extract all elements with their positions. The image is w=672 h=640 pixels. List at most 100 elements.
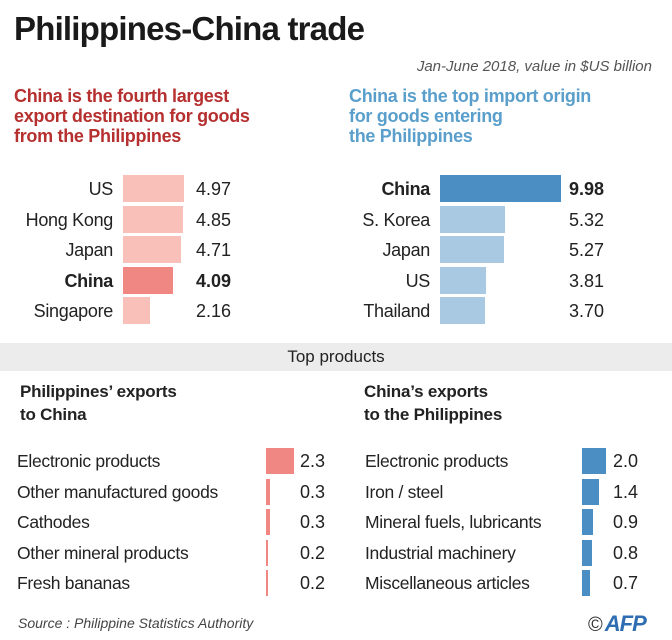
bar — [266, 448, 295, 474]
bar-row: Electronic products 2.3 — [0, 447, 672, 475]
bar-row: Thailand 3.70 — [0, 297, 672, 325]
bar-row: Japan 5.27 — [0, 236, 672, 264]
bar — [123, 205, 183, 233]
bar-row: Japan 4.71 — [0, 236, 672, 264]
bar — [123, 266, 174, 294]
category-label: Cathodes — [17, 512, 90, 532]
bar — [266, 539, 269, 566]
subheading-line: to China — [20, 405, 87, 424]
bar-row: S. Korea 5.32 — [0, 205, 672, 234]
category-label: Hong Kong — [25, 209, 114, 230]
category-label: Japan — [65, 240, 113, 260]
afp-logo-text: AFP — [604, 611, 647, 636]
bar — [582, 478, 599, 505]
imports-heading: China is the top import origin for goods… — [349, 86, 669, 146]
bar — [582, 570, 591, 596]
category-label: Miscellaneous articles — [365, 573, 530, 593]
subheading-line: China’s exports — [364, 382, 488, 401]
value-label: 1.4 — [613, 481, 639, 502]
value-label: 0.2 — [300, 573, 326, 593]
subheading-line: to the Philippines — [364, 405, 503, 424]
subheading-line: Philippines’ exports — [20, 382, 177, 401]
bar-row: Other manufactured goods 0.3 — [0, 478, 672, 506]
value-label: 5.27 — [569, 240, 605, 260]
value-label: 0.8 — [613, 542, 639, 563]
bar — [440, 205, 505, 233]
imports-heading-line: the Philippines — [349, 126, 473, 146]
value-label: 5.32 — [569, 209, 605, 230]
category-label: Other manufactured goods — [17, 481, 218, 502]
value-label: 0.3 — [300, 512, 326, 532]
bar-row: Other mineral products 0.2 — [0, 539, 672, 567]
category-label: Iron / steel — [365, 481, 444, 502]
value-label: 0.3 — [300, 481, 326, 502]
bar-row: China 9.98 — [0, 175, 672, 203]
value-label: 4.97 — [196, 179, 232, 199]
exports-heading-line: China is the fourth largest — [14, 86, 229, 106]
afp-logo: © AFP — [588, 611, 647, 637]
category-label: S. Korea — [362, 209, 430, 230]
exports-heading-line: from the Philippines — [14, 126, 182, 146]
bar — [582, 448, 606, 474]
category-label: Singapore — [33, 301, 114, 321]
bar — [266, 570, 269, 596]
chart-title: Philippines-China trade — [14, 10, 365, 47]
bar — [266, 478, 270, 505]
bar-row: Electronic products 2.0 — [0, 447, 672, 475]
value-label: 2.16 — [196, 301, 232, 321]
bar — [266, 509, 270, 535]
bar-row: US 3.81 — [0, 266, 672, 295]
value-label: 4.71 — [196, 240, 232, 260]
chart-subtitle: Jan-June 2018, value in $US billion — [416, 58, 652, 75]
bar-row: Fresh bananas 0.2 — [0, 569, 672, 597]
source-note: Source : Philippine Statistics Authority — [18, 615, 254, 631]
imports-heading-line: China is the top import origin — [349, 86, 591, 106]
imports-heading-line: for goods entering — [349, 106, 503, 126]
value-label: 3.70 — [569, 301, 605, 321]
category-label: Fresh bananas — [17, 573, 130, 593]
category-label: Mineral fuels, lubricants — [365, 512, 542, 532]
value-label: 0.7 — [613, 573, 639, 593]
copyright-symbol: © — [588, 614, 603, 636]
bar-row: Miscellaneous articles 0.7 — [0, 569, 672, 597]
value-label: 2.3 — [300, 451, 326, 471]
bar — [440, 297, 485, 324]
category-label: Electronic products — [365, 451, 509, 471]
value-label: 0.9 — [613, 512, 639, 532]
value-label: 4.09 — [196, 270, 232, 291]
section-band-label: Top products — [287, 347, 385, 366]
bar-row: Cathodes 0.3 — [0, 508, 672, 536]
cn-exports-subheading: China’s exports to the Philippines — [364, 380, 502, 426]
category-label: Thailand — [363, 301, 430, 321]
bar-row: China 4.09 — [0, 266, 672, 295]
category-label: US — [88, 179, 114, 199]
bar — [440, 266, 487, 294]
bar — [582, 509, 593, 535]
value-label: 4.85 — [196, 209, 232, 230]
bar — [123, 297, 150, 324]
category-label: Other mineral products — [17, 542, 189, 563]
bar-row: Industrial machinery 0.8 — [0, 539, 672, 567]
bar — [440, 236, 505, 263]
section-band — [0, 343, 672, 371]
value-label: 0.2 — [300, 542, 326, 563]
category-label: China — [64, 270, 113, 291]
category-label: China — [381, 179, 430, 199]
value-label: 2.0 — [613, 451, 639, 471]
bar-row: Singapore 2.16 — [0, 297, 672, 325]
bar-row: US 4.97 — [0, 175, 672, 203]
category-label: Industrial machinery — [365, 542, 516, 563]
bar-row: Mineral fuels, lubricants 0.9 — [0, 508, 672, 536]
bar-row: Hong Kong 4.85 — [0, 205, 672, 234]
category-label: Electronic products — [17, 451, 161, 471]
exports-heading-line: export destination for goods — [14, 106, 250, 126]
ph-exports-subheading: Philippines’ exports to China — [20, 380, 177, 426]
category-label: Japan — [382, 240, 430, 260]
bar — [440, 175, 562, 202]
bar-row: Iron / steel 1.4 — [0, 478, 672, 506]
exports-heading: China is the fourth largest export desti… — [14, 86, 334, 146]
value-label: 9.98 — [569, 179, 605, 199]
bar — [123, 236, 181, 263]
bar — [582, 539, 592, 566]
bar — [123, 175, 185, 202]
